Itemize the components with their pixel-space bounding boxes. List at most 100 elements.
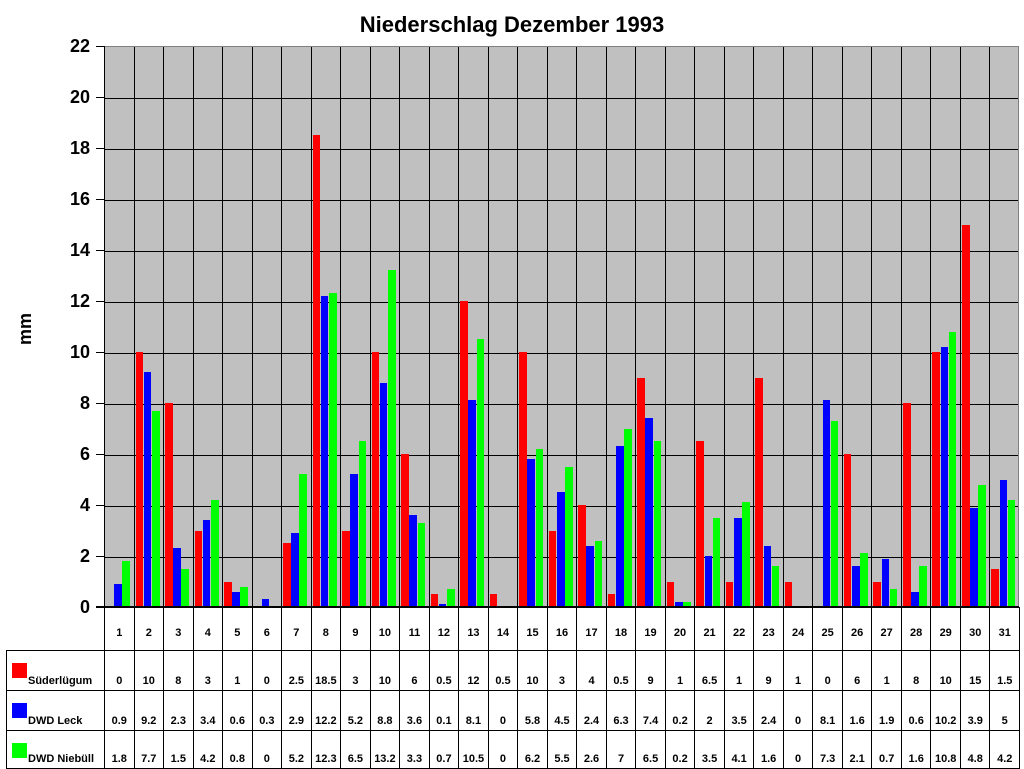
gridline-vertical [369, 47, 371, 607]
y-tick-label: 0 [79, 597, 90, 617]
y-tick-label: 20 [69, 87, 90, 107]
table-cell-value: 8 [163, 650, 194, 691]
table-header-day: 6 [251, 607, 283, 651]
y-axis-line [104, 46, 105, 607]
gridline-horizontal [104, 404, 1018, 405]
bar-dwd-nieb-ll-day-1 [122, 561, 130, 607]
table-header-day: 28 [900, 607, 932, 651]
table-header-day: 1 [104, 607, 135, 651]
gridline-vertical [281, 47, 283, 607]
bar-s-derl-gum-day-4 [194, 530, 203, 607]
table-header-day: 15 [517, 607, 548, 651]
table-cell-value: 8.1 [812, 690, 843, 731]
table-cell-value: 2.9 [281, 690, 312, 731]
gridline-vertical [546, 47, 548, 607]
bar-dwd-leck-day-3 [173, 548, 181, 607]
y-tick-mark [96, 352, 104, 353]
bar-dwd-nieb-ll-day-16 [565, 466, 573, 607]
bar-dwd-nieb-ll-day-3 [181, 568, 190, 607]
table-cell-value: 2.5 [281, 650, 312, 691]
table-header-day: 9 [340, 607, 371, 651]
bar-dwd-nieb-ll-day-7 [299, 474, 308, 607]
bar-s-derl-gum-day-11 [401, 454, 409, 607]
gridline-vertical [133, 47, 135, 607]
table-header-day: 4 [192, 607, 224, 651]
bar-s-derl-gum-day-3 [165, 403, 173, 607]
table-cell-value: 0 [104, 650, 135, 691]
table-cell-value: 4.2 [192, 730, 224, 769]
bar-dwd-nieb-ll-day-21 [712, 517, 721, 607]
table-cell-value: 0.3 [251, 690, 283, 731]
table-cell-value: 3 [192, 650, 224, 691]
table-cell-value: 1.6 [753, 730, 784, 769]
bar-dwd-leck-day-30 [970, 507, 978, 607]
bar-s-derl-gum-day-2 [135, 352, 144, 607]
y-tick-mark [96, 505, 104, 506]
table-header-day: 23 [753, 607, 784, 651]
y-tick-label: 2 [79, 546, 90, 566]
gridline-vertical [251, 47, 253, 607]
table-cell-value: 10 [517, 650, 548, 691]
bar-dwd-nieb-ll-day-15 [535, 448, 544, 607]
table-header-day: 22 [723, 607, 755, 651]
table-cell-value: 0 [251, 730, 283, 769]
table-row: DWD Leck 0.9 9.2 2.3 3.4 0.6 0.3 2.9 12.2 5.2 8.8 3… [6, 690, 1020, 731]
bar-s-derl-gum-day-23 [755, 377, 763, 607]
bar-dwd-nieb-ll-day-23 [771, 566, 780, 607]
bar-dwd-leck-day-2 [143, 372, 152, 607]
table-cell-value: 0.2 [664, 730, 696, 769]
bar-dwd-nieb-ll-day-9 [358, 441, 367, 607]
gridline-horizontal [104, 251, 1018, 252]
table-cell-value: 5.2 [281, 730, 312, 769]
bar-dwd-leck-day-10 [379, 382, 388, 607]
bar-dwd-leck-day-16 [556, 492, 565, 607]
table-cell-value: 0.6 [222, 690, 253, 731]
y-tick-label: 8 [79, 393, 90, 413]
gridline-vertical [723, 47, 725, 607]
bar-dwd-nieb-ll-day-20 [683, 601, 691, 607]
table-cell-value: 1 [723, 650, 755, 691]
table-cell-value: 8.8 [369, 690, 401, 731]
table-cell-value: 3.9 [959, 690, 991, 731]
bar-s-derl-gum-day-14 [489, 594, 498, 607]
table-header-day: 2 [133, 607, 165, 651]
gridline-vertical [635, 47, 637, 607]
y-tick-mark [96, 301, 104, 302]
table-cell-value: 18.5 [310, 650, 342, 691]
table-cell-value: 1 [871, 650, 902, 691]
chart-title: Niederschlag Dezember 1993 [359, 12, 665, 37]
legend-swatch-icon [12, 663, 27, 678]
gridline-vertical [664, 47, 666, 607]
table-header-day: 7 [281, 607, 312, 651]
bar-dwd-leck-day-12 [438, 604, 447, 607]
bar-dwd-nieb-ll-day-10 [388, 270, 396, 607]
table-cell-value: 0.5 [487, 650, 519, 691]
legend-entry: DWD Leck [6, 690, 105, 731]
bar-s-derl-gum-day-31 [991, 568, 1000, 607]
x-axis-line [96, 606, 1019, 607]
gridline-vertical [871, 47, 873, 607]
bar-dwd-nieb-ll-day-13 [476, 339, 485, 607]
data-table: 1 2 3 4 5 6 7 8 9 10 11 12 13 14 15 16 17 18 19 20 21 22 23 24 2… [6, 607, 1020, 769]
bar-dwd-nieb-ll-day-12 [447, 589, 455, 607]
table-cell-value: 5.2 [340, 690, 371, 731]
table-cell-value: 1 [782, 650, 814, 691]
table-header-day: 27 [871, 607, 902, 651]
bar-dwd-nieb-ll-day-4 [210, 499, 219, 607]
bar-s-derl-gum-day-17 [578, 505, 586, 607]
y-axis-label: mm [15, 312, 35, 345]
table-cell-value: 7.7 [133, 730, 165, 769]
table-cell-value: 1.6 [841, 690, 873, 731]
table-header-day: 19 [635, 607, 666, 651]
bar-s-derl-gum-day-12 [430, 594, 439, 607]
y-tick-label: 6 [79, 444, 90, 464]
table-cell-value: 3.6 [399, 690, 430, 731]
gridline-vertical [163, 47, 165, 607]
table-header-day: 16 [546, 607, 578, 651]
table-cell-value: 9 [753, 650, 784, 691]
bar-s-derl-gum-day-20 [666, 581, 675, 607]
table-cell-value: 1.5 [163, 730, 194, 769]
table-cell-value: 6.5 [635, 730, 666, 769]
table-header-day: 31 [989, 607, 1020, 651]
table-header-day: 24 [782, 607, 814, 651]
